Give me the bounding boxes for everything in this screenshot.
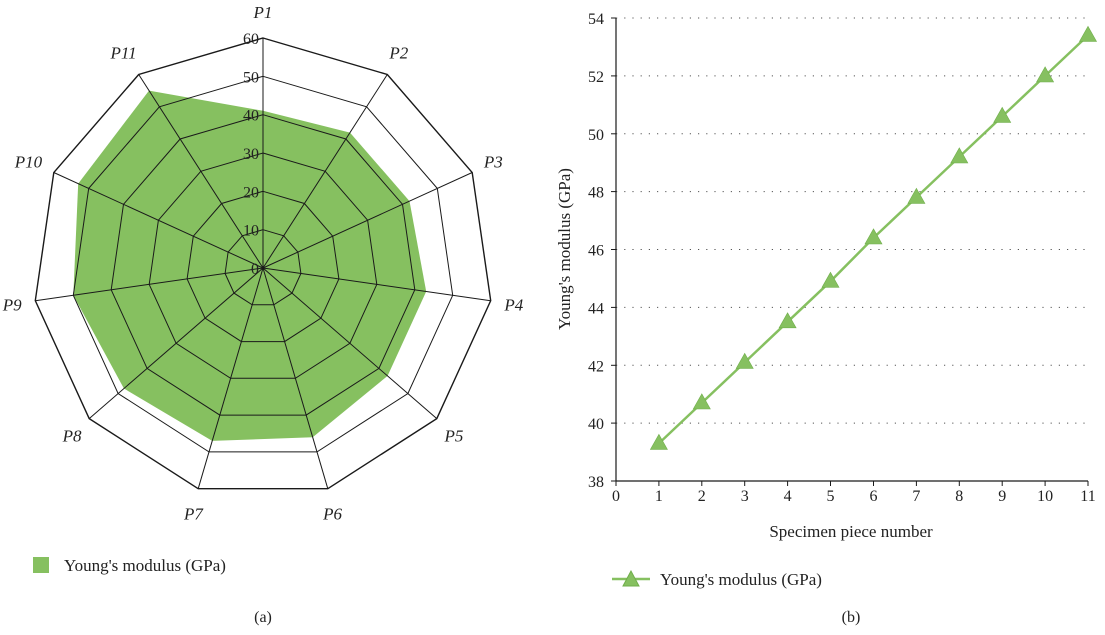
line-marker [993, 106, 1012, 123]
line-marker [864, 228, 883, 245]
panel-label-a: (a) [254, 609, 272, 626]
radar-spoke [262, 267, 491, 302]
radar-category-label: P5 [444, 427, 464, 446]
line-marker [821, 271, 840, 288]
radar-tick-label: 10 [243, 223, 259, 240]
x-tick-label: 1 [655, 488, 663, 505]
x-tick-label: 9 [998, 488, 1006, 505]
line-tick-labels: 38 40 42 44 46 48 50 52 54 0 1 2 3 4 5 6 7 8 9 10 11 [588, 11, 1096, 505]
y-tick-label: 42 [588, 358, 604, 375]
radar-series-area [73, 90, 427, 441]
radar-category-label: P6 [322, 505, 342, 524]
radar-radial-ticks: 0 10 20 30 40 50 60 [243, 31, 259, 278]
line-marker [649, 433, 668, 450]
line-marker [692, 393, 711, 410]
x-tick-label: 10 [1037, 488, 1053, 505]
radar-category-label: P4 [503, 295, 523, 314]
x-tick-label: 0 [612, 488, 620, 505]
radar-category-label: P3 [483, 153, 503, 172]
radar-grid-ring [186, 190, 340, 343]
radar-legend: Young's modulus (GPa) [33, 556, 226, 575]
radar-spoke [262, 74, 388, 269]
y-axis-title: Young's modulus (GPa) [555, 168, 574, 330]
radar-tick-label: 40 [243, 108, 259, 125]
radar-spoke [262, 172, 473, 269]
line-marker [1078, 25, 1098, 42]
x-tick-label: 11 [1080, 488, 1095, 505]
radar-spoke [35, 267, 264, 302]
radar-spoke [88, 267, 264, 419]
radar-tick-label: 0 [251, 261, 259, 278]
radar-grid-ring [34, 37, 492, 490]
radar-tick-label: 60 [243, 31, 259, 48]
line-marker [735, 352, 754, 369]
radar-grid-ring [148, 152, 378, 379]
radar-category-label: P8 [62, 427, 82, 446]
radar-tick-label: 30 [243, 146, 259, 163]
x-tick-label: 4 [784, 488, 792, 505]
radar-category-label: P9 [2, 295, 22, 314]
panel-label-b: (b) [842, 609, 861, 626]
line-marker [950, 147, 969, 164]
radar-category-label: P7 [183, 505, 204, 524]
x-tick-label: 3 [741, 488, 749, 505]
line-grid [616, 17, 1088, 424]
y-tick-label: 38 [588, 474, 604, 491]
x-tick-label: 5 [827, 488, 835, 505]
radar-grid-ring [110, 114, 416, 416]
x-tick-label: 8 [955, 488, 963, 505]
radar-category-label: P10 [14, 153, 43, 172]
line-marker [778, 312, 797, 329]
y-tick-label: 52 [588, 69, 604, 86]
x-tick-label: 7 [912, 488, 920, 505]
radar-area-layer [73, 90, 427, 441]
radar-chart: 0 10 20 30 40 50 60 P1 P2 P3 P4 P5 P6 P7 P8 P9 P10 P11 Y… [2, 3, 524, 626]
radar-category-label: P2 [388, 44, 408, 63]
x-tick-label: 6 [870, 488, 878, 505]
radar-tick-label: 50 [243, 69, 259, 86]
radar-spoke [262, 267, 329, 489]
line-chart: 38 40 42 44 46 48 50 52 54 0 1 2 3 4 5 6 7 8 9 10 11 Specime… [555, 11, 1098, 626]
y-tick-label: 54 [588, 11, 604, 28]
x-axis-title: Specimen piece number [769, 522, 933, 541]
radar-spoke [138, 74, 264, 269]
x-tick-label: 2 [698, 488, 706, 505]
y-tick-label: 44 [588, 300, 604, 317]
y-tick-label: 48 [588, 185, 604, 202]
line-legend: Young's modulus (GPa) [612, 569, 822, 589]
radar-grid-ring [224, 229, 302, 306]
radar-category-label: P11 [109, 44, 136, 63]
radar-spoke [262, 267, 438, 419]
line-legend-marker-icon [622, 569, 640, 587]
line-legend-label: Young's modulus (GPa) [660, 570, 822, 589]
y-tick-label: 46 [588, 243, 604, 260]
y-tick-label: 40 [588, 416, 604, 433]
radar-legend-label: Young's modulus (GPa) [64, 556, 226, 575]
line-marker [1036, 66, 1055, 83]
radar-category-label: P1 [253, 3, 273, 22]
radar-legend-swatch [33, 557, 49, 573]
y-tick-label: 50 [588, 127, 604, 144]
radar-tick-label: 20 [243, 184, 259, 201]
radar-grid [34, 37, 492, 490]
line-axes [611, 17, 1089, 486]
radar-spoke [53, 172, 264, 269]
radar-grid-ring [72, 75, 454, 453]
radar-category-labels: P1 P2 P3 P4 P5 P6 P7 P8 P9 P10 P11 [2, 3, 524, 524]
line-series [649, 25, 1098, 450]
radar-spoke [197, 267, 264, 489]
line-marker [907, 187, 926, 204]
